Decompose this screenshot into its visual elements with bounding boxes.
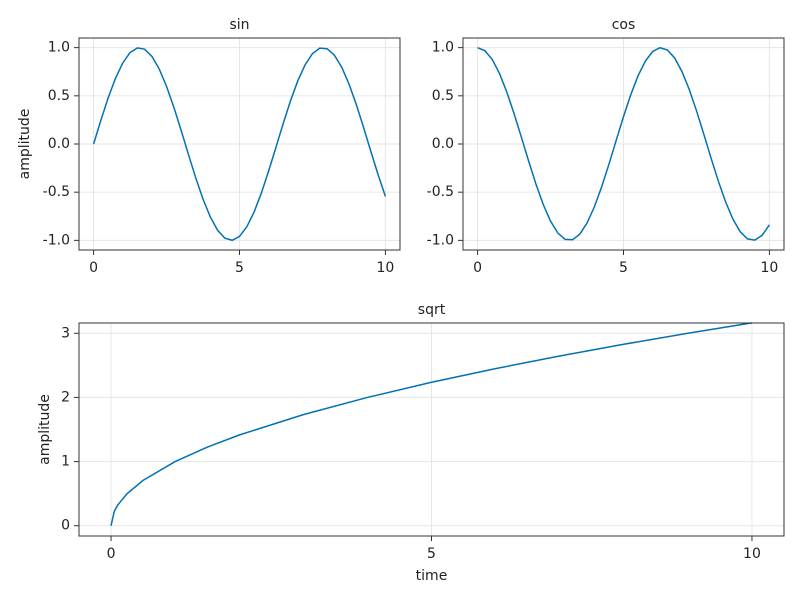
line-series bbox=[477, 46, 771, 241]
axes-title: cos bbox=[612, 17, 636, 33]
y-tick-label: -0.5 bbox=[427, 184, 454, 200]
y-tick-label: 1.0 bbox=[432, 40, 454, 56]
y-tick-label: 0 bbox=[61, 518, 70, 534]
y-tick-label: -1.0 bbox=[43, 232, 70, 248]
line-series bbox=[110, 322, 753, 526]
x-tick-label: 0 bbox=[89, 260, 98, 276]
x-tick-label: 0 bbox=[473, 260, 482, 276]
x-tick-label: 5 bbox=[619, 260, 628, 276]
x-tick-label: 10 bbox=[376, 260, 394, 276]
y-tick-label: 0.0 bbox=[48, 136, 70, 152]
x-axis-label: time bbox=[416, 568, 448, 584]
y-tick-label: 0.5 bbox=[432, 88, 454, 104]
y-tick-label: -0.5 bbox=[43, 184, 70, 200]
y-tick-label: 0.0 bbox=[432, 136, 454, 152]
y-tick-label: 2 bbox=[61, 389, 70, 405]
x-tick-label: 0 bbox=[107, 546, 116, 562]
x-tick-label: 10 bbox=[743, 546, 761, 562]
y-tick-label: 3 bbox=[61, 325, 70, 341]
y-axis-label: amplitude bbox=[17, 109, 33, 180]
axes-frame bbox=[78, 37, 401, 251]
line-series bbox=[92, 47, 387, 242]
axes-frame bbox=[462, 37, 785, 251]
y-tick-label: -1.0 bbox=[427, 232, 454, 248]
axes-title: sqrt bbox=[418, 302, 446, 318]
x-tick-label: 5 bbox=[427, 546, 436, 562]
x-tick-label: 10 bbox=[760, 260, 778, 276]
x-tick-label: 5 bbox=[235, 260, 244, 276]
y-tick-label: 1 bbox=[61, 454, 70, 470]
axes-title: sin bbox=[229, 17, 249, 33]
y-tick-label: 1.0 bbox=[48, 40, 70, 56]
y-axis-label: amplitude bbox=[37, 394, 53, 465]
y-tick-label: 0.5 bbox=[48, 88, 70, 104]
axes-frame bbox=[78, 322, 785, 537]
